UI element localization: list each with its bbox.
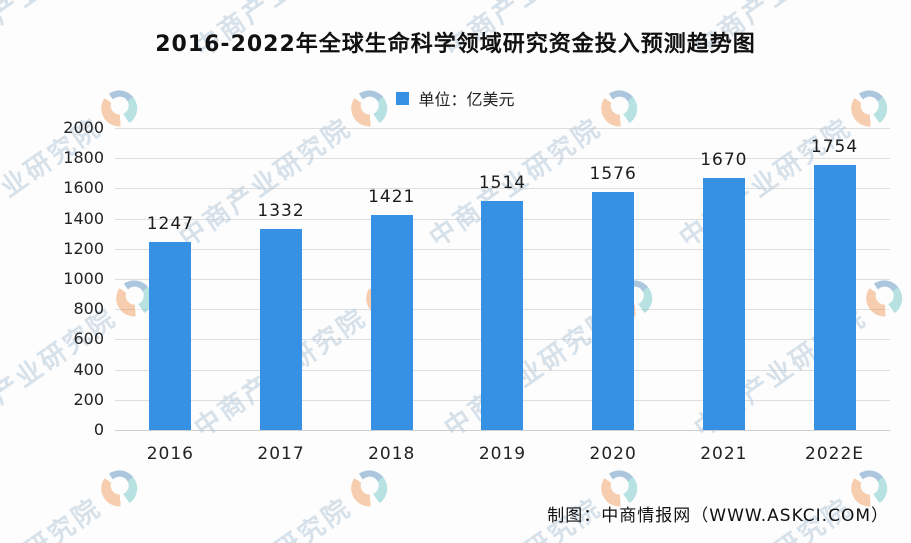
y-tick-label: 2000	[63, 118, 104, 137]
bar-value-label: 1670	[700, 149, 748, 170]
gridline-1600	[115, 188, 890, 190]
bar-2022E	[813, 165, 856, 430]
y-tick-label: 1400	[63, 208, 104, 228]
x-tick-label: 2018	[368, 444, 416, 464]
askci-logo-icon	[93, 462, 145, 514]
y-tick-label: 1600	[63, 178, 104, 198]
bar-2020	[592, 192, 635, 430]
legend: 单位：亿美元	[0, 86, 911, 110]
y-tick-label: 1200	[63, 238, 104, 258]
x-tick-label: 2016	[146, 444, 194, 464]
y-tick-label: 200	[73, 389, 104, 409]
bar-column: 1332 2017	[226, 128, 336, 464]
watermark-tile: 中商产业研究院	[171, 462, 395, 543]
y-axis: 0 200 400 600 800 1000 1200 1400 1600 1800 2000	[42, 119, 104, 439]
bar-value-label: 1576	[589, 164, 637, 185]
chart-title: 2016-2022年全球生命科学领域研究资金投入预测趋势图	[155, 32, 756, 57]
bar-value-label: 1421	[368, 187, 416, 208]
bar-column: 1670 2021	[669, 128, 779, 464]
watermark-text: 中商产业研究院	[171, 488, 359, 543]
watermark-text: 中商产业研究院	[0, 488, 108, 543]
legend-label: 单位：亿美元	[418, 90, 515, 109]
bar-column: 1247 2016	[115, 128, 225, 464]
bar-2021	[702, 177, 745, 430]
bar-2016	[149, 241, 192, 430]
bar-column: 1576 2020	[558, 128, 668, 464]
x-tick-label: 2017	[257, 444, 305, 464]
gridline-0	[115, 430, 890, 431]
y-tick-label: 1000	[63, 269, 104, 288]
y-tick-label: 0	[93, 420, 104, 439]
bar-value-label: 1514	[478, 173, 527, 194]
y-tick-label: 600	[73, 329, 104, 349]
bar-2019	[481, 201, 524, 430]
x-tick-label: 2021	[700, 444, 748, 464]
y-tick-label: 1800	[63, 148, 104, 168]
askci-logo-icon	[343, 462, 395, 514]
legend-marker-square	[396, 91, 410, 105]
y-tick-label: 800	[73, 299, 104, 319]
x-tick-label: 2019	[478, 444, 527, 464]
bar-value-label: 1332	[257, 200, 305, 221]
bar-value-label: 1247	[146, 213, 194, 234]
bar-column: 1421 2018	[337, 128, 447, 464]
bar-value-label: 1754	[810, 137, 859, 158]
bar-column: 1754 2022E	[780, 128, 890, 464]
watermark-tile: 中商产业研究院	[0, 462, 145, 543]
source-credit: 制图：中商情报网（WWW.ASKCI.COM）	[547, 506, 889, 526]
y-tick-label: 400	[73, 359, 104, 379]
bar-series: 1247 2016 1332 2017 1421 2018 1514 2019 1576 2020…	[115, 128, 890, 464]
gridline-2000	[115, 128, 890, 129]
x-tick-label: 2020	[589, 444, 637, 464]
x-tick-label: 2022E	[805, 444, 865, 464]
bar-2017	[260, 228, 303, 430]
bar-2018	[370, 215, 413, 430]
gridline-1800	[115, 158, 890, 160]
bar-column: 1514 2019	[447, 128, 557, 464]
